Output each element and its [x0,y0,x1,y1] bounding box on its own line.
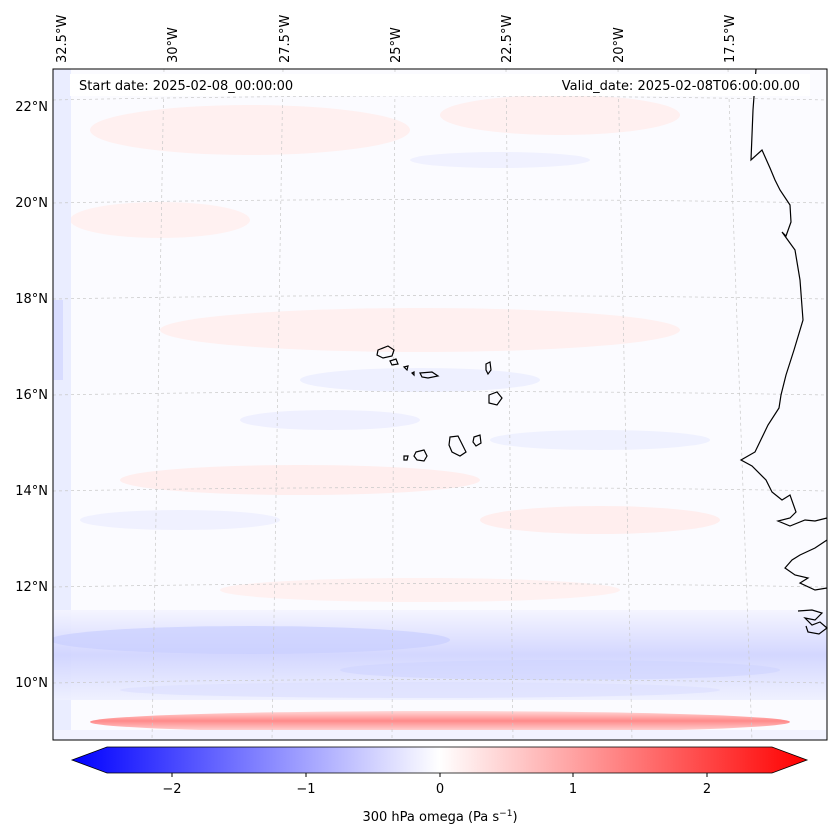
lat-tick-label: 14°N [15,484,48,499]
colorbar-tick-label: 1 [569,782,577,797]
island-fogo [413,449,428,462]
parallel-gridline [53,583,827,588]
lon-tick-label: 22.5°W [500,15,515,63]
parallel-gridline [53,95,827,101]
gridlines [53,69,827,740]
lon-tick-label: 27.5°W [278,15,293,63]
africa-coastline-south [784,539,828,635]
parallel-gridline [53,295,827,300]
island-santo-antao [376,345,395,359]
lat-tick-label: 16°N [15,388,48,403]
island-sao-vicente [389,358,399,366]
colorbar: −2 −1 0 1 2 300 hPa omega (Pa s−1) [70,746,809,825]
lat-tick-label: 22°N [15,100,48,115]
parallel-gridline [53,391,827,396]
colorbar-tick-label: 0 [436,782,444,797]
meridian-gridline [271,69,284,740]
cape-verde-islands [376,345,503,462]
meridian-gridline [727,69,753,740]
island-islet [410,371,415,377]
island-santa-luzia [402,365,409,372]
valid-date-label: Valid_date: 2025-02-08T06:00:00.00 [562,79,800,94]
colorbar-body [70,746,809,774]
colorbar-tick-label: −1 [296,782,315,797]
colorbar-tick-label: −2 [162,782,181,797]
island-brava [403,455,409,461]
meridian-gridline [505,69,514,740]
lat-tick-label: 20°N [15,196,48,211]
island-sao-nicolau [419,371,440,379]
island-maio [472,434,482,447]
lat-tick-label: 18°N [15,292,48,307]
island-sal [485,361,492,376]
lon-tick-label: 25°W [389,27,404,63]
start-date-label: Start date: 2025-02-08_00:00:00 [79,79,293,94]
parallel-gridline [53,199,827,204]
lon-tick-label: 32.5°W [55,15,70,63]
omega-field [53,69,827,740]
lon-tick-label: 17.5°W [723,15,738,63]
map-frame [52,68,828,741]
longitude-labels: 32.5°W 30°W 27.5°W 25°W 22.5°W 20°W 17.5… [55,15,738,63]
meridian-gridline [617,69,633,740]
lat-tick-label: 10°N [15,676,48,691]
latitude-labels: 22°N 20°N 18°N 16°N 14°N 12°N 10°N [15,100,48,691]
meridian-gridline [391,69,396,740]
island-boa-vista [488,391,503,406]
parallel-gridline [53,679,827,684]
lon-tick-label: 20°W [612,27,627,63]
colorbar-title: 300 hPa omega (Pa s−1) [362,809,517,825]
header-box [70,74,810,96]
lat-tick-label: 12°N [15,580,48,595]
lon-tick-label: 30°W [166,27,181,63]
parallel-gridline [53,487,827,492]
meridian-gridline [151,69,165,740]
island-santiago [448,435,467,457]
africa-coastline [739,68,828,527]
colorbar-tick-label: 2 [703,782,711,797]
